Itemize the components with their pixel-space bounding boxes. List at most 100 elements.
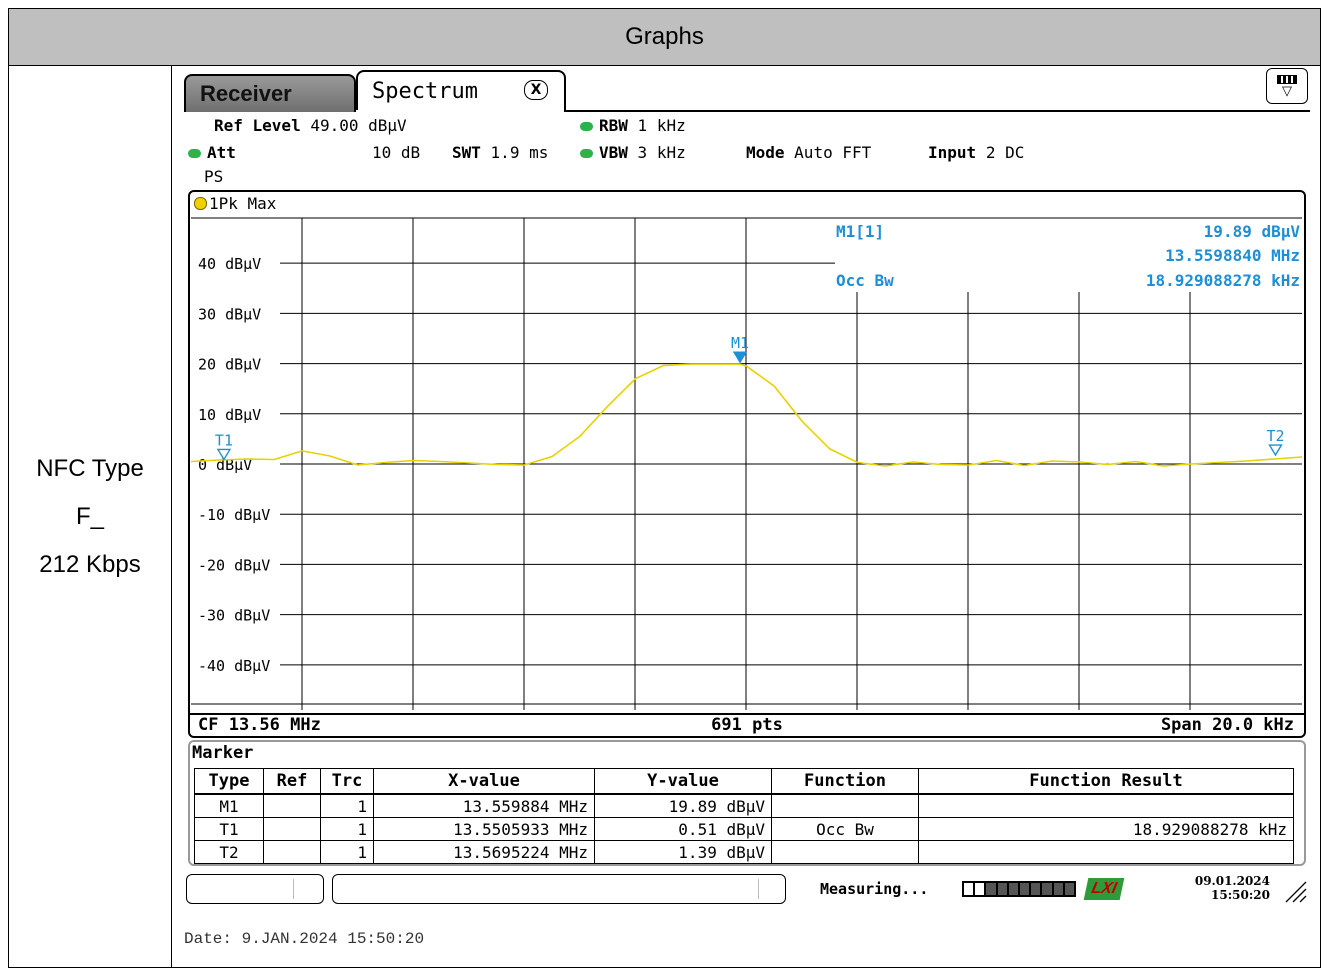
occbw-readout-label: Occ Bw [836,271,894,290]
cell-trc: 1 [320,840,374,864]
cell-x-value: 13.559884 MHz [373,793,595,818]
marker-t2-triangle [1268,444,1283,457]
col-x-value: X-value [373,768,595,795]
vbw-value: 3 kHz [637,143,686,162]
cell-ref [263,840,321,864]
ref-level-setting: Ref Level 49.00 dBµV [214,116,407,135]
y-tick-label: 30 dBµV [198,305,261,323]
resize-grip-icon[interactable] [1284,878,1308,904]
input-value: 2 DC [985,143,1025,162]
cell-trc: 1 [320,817,374,841]
cell-type: T2 [194,840,264,864]
y-tick-label: 20 dBµV [198,356,261,374]
cell-function-result: 18.929088278 kHz [918,817,1294,841]
cell-y-value: 0.51 dBµV [594,817,772,841]
status-message-field[interactable] [332,874,786,904]
m1-readout-label: M1[1] [836,222,885,241]
tab-divider [564,110,1310,112]
lxi-logo-text: LXI [1089,880,1119,897]
trace-label-text: 1Pk Max [209,194,277,213]
ref-level-label: Ref Level [214,116,301,135]
table-row[interactable]: M1 1 13.559884 MHz 19.89 dBµV [194,793,1294,818]
marker-m1-label: M1 [731,334,749,352]
col-ref: Ref [263,768,321,795]
point-count: 691 pts [711,715,783,735]
cell-ref [263,793,321,818]
mode-label: Mode [746,143,785,162]
tab-spectrum[interactable]: Spectrum X [356,70,566,110]
tab-spectrum-label: Spectrum [372,78,478,104]
center-frequency: CF 13.56 MHz [198,715,321,735]
graphs-table: Graphs NFC Type F_ 212 Kbps [8,8,1321,968]
swt-label: SWT [452,143,481,162]
capture-date-line: Date: 9.JAN.2024 15:50:20 [184,930,425,948]
cell-x-value: 13.5505933 MHz [373,817,595,841]
att-label: Att [207,143,236,162]
cell-type: T1 [194,817,264,841]
vbw-label: VBW [599,143,628,162]
y-tick-label: -20 dBµV [198,556,270,574]
cell-function: Occ Bw [771,817,919,841]
m1-readout-frequency: 13.5598840 MHz [1165,246,1300,265]
marker-table-panel: Marker Type Ref Trc X-value Y-value Func… [188,740,1306,866]
y-tick-label: -40 dBµV [198,657,270,675]
rbw-setting: RBW 1 kHz [580,116,686,135]
marker-table: Type Ref Trc X-value Y-value Function Fu… [194,768,1294,864]
col-function-result: Function Result [918,768,1294,795]
row-label-line-2: F_ [75,503,104,530]
att-coupled-indicator [188,149,201,158]
mode-value: Auto FFT [794,143,872,162]
analyzer-screenshot: Receiver Spectrum X ▽ Ref Level 49.00 dB… [184,68,1310,914]
table-header: Graphs [9,9,1320,66]
trace-line [190,363,1303,467]
status-date: 09.01.2024 [1194,874,1270,888]
swt-value: 1.9 ms [490,143,549,162]
row-label-cell: NFC Type F_ 212 Kbps [9,65,172,967]
close-icon[interactable]: X [524,80,548,100]
col-trc: Trc [320,768,374,795]
att-setting: Att [188,143,236,162]
display-config-icon[interactable]: ▽ [1266,68,1308,104]
rbw-label: RBW [599,116,628,135]
row-label-line-1: NFC Type [36,455,144,482]
swt-setting: SWT 1.9 ms [452,143,548,162]
cell-function [771,840,919,864]
y-tick-label: -10 dBµV [198,506,270,524]
plot-footer: CF 13.56 MHz 691 pts Span 20.0 kHz [188,714,1306,738]
measuring-status: Measuring... [820,880,929,898]
cell-ref [263,817,321,841]
att-value: 10 dB [372,143,421,162]
ps-indicator: PS [204,167,224,186]
trace-label: 1Pk Max [194,194,276,213]
lxi-logo-icon: LXI [1083,878,1125,900]
table-row[interactable]: T1 1 13.5505933 MHz 0.51 dBµV Occ Bw 18.… [194,817,1294,841]
marker-table-header-row: Type Ref Trc X-value Y-value Function Fu… [194,768,1294,795]
input-setting: Input 2 DC [928,143,1024,162]
col-function: Function [771,768,919,795]
occbw-readout-value: 18.929088278 kHz [1145,271,1300,290]
status-datetime: 09.01.2024 15:50:20 [1174,874,1270,902]
row-label-line-3: 212 Kbps [39,551,141,578]
vbw-setting: VBW 3 kHz [580,143,686,162]
cell-function [771,793,919,818]
col-y-value: Y-value [594,768,772,795]
input-label: Input [928,143,977,162]
cell-trc: 1 [320,793,374,818]
status-field-1[interactable] [186,874,324,904]
trace-indicator-icon [194,197,207,210]
mode-setting: Mode Auto FFT [746,143,871,162]
marker-t2-label: T2 [1266,427,1284,445]
status-time: 15:50:20 [1211,888,1270,902]
table-row[interactable]: T2 1 13.5695224 MHz 1.39 dBµV [194,840,1294,864]
tab-receiver[interactable]: Receiver [184,74,356,112]
y-tick-label: 40 dBµV [198,255,261,273]
spectrum-plot-frame: 1Pk Max [188,190,1306,738]
y-tick-label: 10 dBµV [198,406,261,424]
marker-t1-label: T1 [215,431,233,449]
marker-table-title: Marker [192,743,254,763]
table-header-text: Graphs [625,23,704,50]
rbw-value: 1 kHz [637,116,686,135]
cell-y-value: 19.89 dBµV [594,793,772,818]
y-tick-label: -30 dBµV [198,607,270,625]
cell-x-value: 13.5695224 MHz [373,840,595,864]
